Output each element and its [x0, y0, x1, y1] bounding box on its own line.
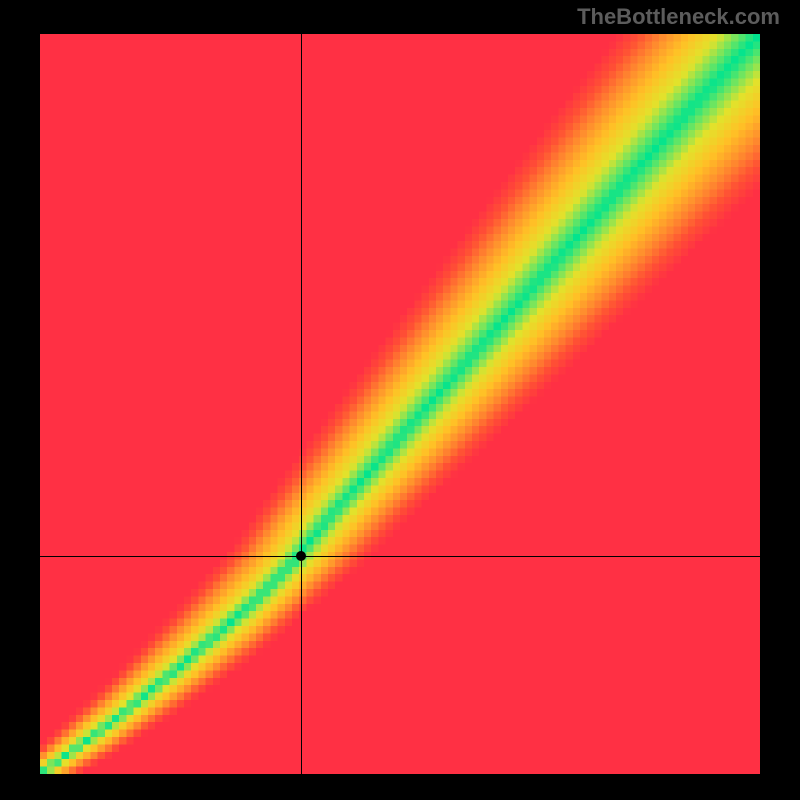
- crosshair-vertical: [301, 34, 302, 774]
- chart-area: [40, 34, 760, 774]
- crosshair-horizontal: [40, 556, 760, 557]
- marker-point: [296, 551, 306, 561]
- heatmap-canvas: [40, 34, 760, 774]
- watermark-text: TheBottleneck.com: [577, 4, 780, 30]
- chart-container: TheBottleneck.com: [0, 0, 800, 800]
